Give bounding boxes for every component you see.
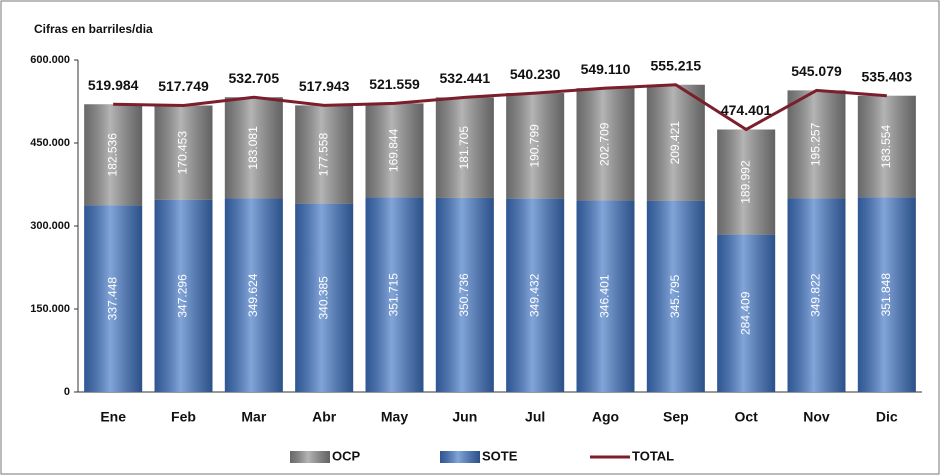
bar-value-label: 209.421 [668, 121, 682, 165]
total-value-label: 517.749 [158, 78, 209, 94]
bar-value-label: 177.558 [316, 133, 330, 177]
total-value-label: 535.403 [862, 68, 913, 84]
legend-shine [440, 451, 480, 463]
y-tick-label: 450.000 [30, 137, 70, 149]
bar-value-label: 183.081 [246, 126, 260, 170]
bar-shine [435, 97, 494, 198]
bar-value-label: 337.448 [105, 277, 119, 321]
x-tick-label: May [381, 409, 408, 425]
total-value-label: 555.215 [651, 57, 702, 73]
x-tick-label: Sep [663, 409, 689, 425]
bar-shine [365, 103, 424, 198]
legend-label: SOTE [482, 448, 518, 463]
bar-value-label: 170.453 [176, 131, 190, 175]
bar-shine [576, 200, 635, 392]
bar-shine [717, 129, 776, 235]
bar-value-label: 284.409 [738, 291, 752, 335]
legend-shine [290, 451, 330, 463]
bar-shine [295, 203, 354, 392]
x-tick-label: Ene [100, 409, 126, 425]
bar-value-label: 183.554 [879, 125, 893, 169]
legend-label: TOTAL [632, 448, 674, 463]
bar-shine [435, 197, 494, 392]
bar-shine [84, 205, 143, 392]
bar-value-label: 181.705 [457, 126, 471, 170]
bar-shine [576, 88, 635, 201]
bar-shine [787, 198, 846, 392]
total-value-label: 532.705 [229, 70, 280, 86]
x-tick-label: Nov [803, 409, 830, 425]
bar-value-label: 202.709 [598, 122, 612, 166]
bar-shine [154, 105, 213, 200]
bar-value-label: 190.799 [527, 124, 541, 168]
bar-value-label: 182.536 [105, 133, 119, 177]
bar-shine [857, 197, 916, 392]
bar-value-label: 349.822 [809, 273, 823, 317]
bar-shine [506, 198, 565, 392]
bar-value-label: 195.257 [809, 122, 823, 166]
bar-value-label: 169.844 [387, 128, 401, 172]
total-line [113, 83, 887, 132]
bar-shine [84, 104, 143, 206]
bar-shine [365, 197, 424, 392]
legend-label: OCP [332, 448, 361, 463]
bar-value-label: 349.432 [527, 273, 541, 317]
total-value-label: 549.110 [581, 61, 631, 77]
bar-shine [646, 84, 705, 201]
bar-shine [295, 105, 354, 204]
x-tick-label: Oct [734, 409, 758, 425]
total-value-label: 519.984 [88, 77, 139, 93]
total-value-label: 545.079 [791, 63, 842, 79]
subtitle: Cifras en barriles/dia [34, 22, 153, 36]
y-tick-label: 300.000 [30, 220, 70, 232]
bar-shine [787, 90, 846, 199]
y-tick-label: 0 [64, 386, 70, 398]
total-value-label: 474.401 [721, 102, 772, 118]
bar-value-label: 349.624 [246, 273, 260, 317]
total-value-label: 540.230 [510, 66, 561, 82]
bar-shine [857, 95, 916, 198]
x-tick-label: Mar [241, 409, 266, 425]
bar-value-label: 351.715 [387, 273, 401, 317]
total-value-label: 521.559 [369, 76, 420, 92]
total-value-label: 517.943 [299, 78, 350, 94]
x-tick-label: Dic [876, 409, 898, 425]
bar-shine [506, 93, 565, 199]
bar-value-label: 345.795 [668, 274, 682, 318]
x-tick-label: Jul [525, 409, 545, 425]
bar-value-label: 346.401 [598, 274, 612, 318]
bar-shine [224, 198, 283, 392]
bar-value-label: 351.848 [879, 273, 893, 317]
bar-value-label: 340.385 [316, 276, 330, 320]
x-tick-label: Feb [171, 409, 196, 425]
x-tick-label: Ago [592, 409, 619, 425]
bar-value-label: 350.736 [457, 273, 471, 317]
bar-value-label: 189.992 [738, 160, 752, 204]
bar-shine [224, 97, 283, 199]
bar-shine [646, 200, 705, 392]
bar-shine [154, 199, 213, 392]
y-tick-label: 150.000 [30, 303, 70, 315]
x-tick-label: Jun [452, 409, 477, 425]
x-tick-label: Abr [312, 409, 337, 425]
bar-value-label: 347.296 [176, 274, 190, 318]
bar-shine [717, 234, 776, 392]
total-value-label: 532.441 [440, 70, 491, 86]
y-tick-label: 600.000 [30, 54, 70, 66]
